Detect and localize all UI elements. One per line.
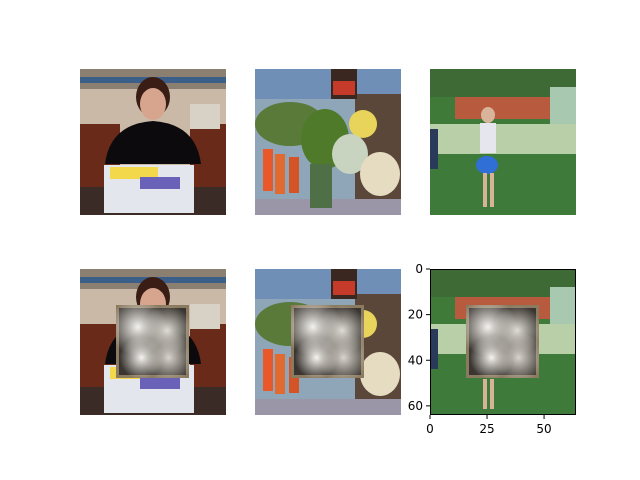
panel-woman-cake-occluded [80, 269, 226, 415]
x-tick-label: 25 [479, 422, 494, 436]
occlusion-patch [466, 305, 539, 378]
panel-child-park-occluded [430, 269, 576, 415]
occlusion-patch [116, 305, 189, 378]
panel-woman-cake [80, 69, 226, 215]
y-tick-label: 60 [408, 399, 423, 413]
y-tick-label: 20 [408, 308, 423, 322]
panel-child-park [430, 69, 576, 215]
occlusion-patch [291, 305, 364, 378]
vegetables-image [255, 69, 401, 215]
woman-cake-image [80, 69, 226, 215]
x-tick-label: 50 [536, 422, 551, 436]
y-tick-label: 40 [408, 353, 423, 367]
x-tick-label: 0 [426, 422, 434, 436]
panel-vegetables [255, 69, 401, 215]
panel-vegetables-occluded [255, 269, 401, 415]
child-park-image [430, 69, 576, 215]
y-tick-label: 0 [415, 262, 423, 276]
